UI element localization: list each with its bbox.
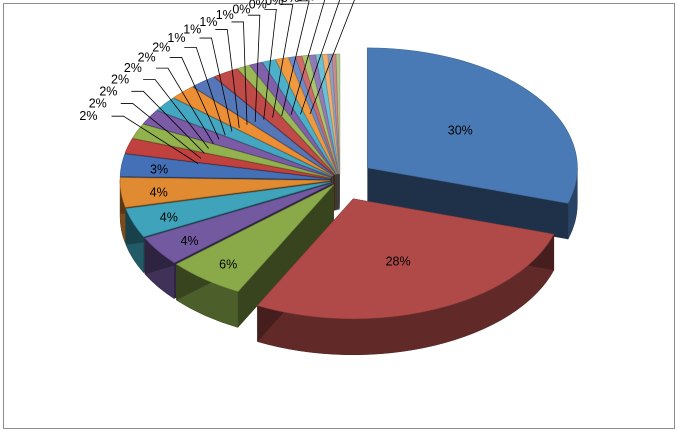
leader-line	[247, 14, 261, 122]
pie-slice-top	[192, 76, 334, 176]
pie-slice	[175, 184, 335, 328]
slice-data-label: 3%	[150, 163, 168, 177]
small-slice-label: 2%	[152, 40, 170, 54]
small-slice-label: 2%	[111, 73, 129, 87]
small-slice-label: 0%	[312, 0, 330, 3]
pie-slice-top	[213, 68, 336, 176]
pie-slice-top	[124, 138, 331, 179]
leader-line	[120, 103, 202, 159]
pie-slice-top	[132, 123, 331, 178]
leader-line	[169, 57, 220, 140]
pie-slice-top	[175, 184, 335, 292]
pie-slice-top	[119, 177, 331, 208]
small-slice-label: 1%	[199, 15, 217, 29]
slice-data-label: 6%	[219, 257, 237, 271]
pie-slice-top	[274, 57, 338, 175]
slice-data-label: 4%	[160, 211, 178, 225]
small-slice-label: 0%	[232, 2, 250, 16]
pie-slice-top	[236, 64, 336, 175]
slice-data-label: 28%	[386, 255, 411, 269]
small-slice-label: 1%	[216, 8, 234, 22]
pie-slice-top	[367, 47, 578, 204]
small-slice-label: 0%	[265, 0, 283, 8]
small-slice-label: 1%	[167, 31, 185, 45]
leader-line	[290, 0, 326, 116]
small-slice-label: 2%	[89, 97, 107, 111]
pie-labels: 30%28%6%4%4%4%3%2%2%2%2%2%2%2%1%1%1%1%0%…	[79, 0, 473, 271]
leader-line	[300, 0, 341, 115]
small-slice-label: 2%	[124, 61, 142, 75]
leader-line	[111, 115, 199, 164]
leader-line	[263, 9, 277, 120]
leader-line	[155, 67, 214, 145]
leader-line	[231, 21, 248, 125]
leader-line	[309, 0, 355, 115]
pie-slice-top	[261, 59, 338, 175]
pie-slice-top	[249, 61, 337, 175]
slice-data-label: 30%	[448, 124, 473, 138]
pie-slice	[256, 198, 555, 356]
small-slice-label: 2%	[99, 84, 117, 98]
small-slice-label: 2%	[138, 50, 156, 64]
pie-slice-top	[125, 181, 331, 238]
pie-slices	[119, 47, 578, 356]
leader-line	[272, 4, 294, 118]
pie-slice-face	[367, 167, 569, 240]
leader-line	[184, 46, 226, 136]
pie-slice-top	[156, 97, 333, 177]
pie-slice	[367, 47, 578, 240]
small-slice-label: 1%	[183, 23, 201, 37]
leader-line	[281, 0, 310, 117]
leader-line	[143, 79, 209, 149]
slice-data-label: 4%	[180, 234, 198, 248]
slice-data-label: 4%	[150, 185, 168, 199]
leader-line	[199, 37, 233, 132]
pie-slice-top	[288, 56, 339, 175]
leader-line	[131, 90, 205, 154]
small-slice-label: 0%	[297, 0, 315, 4]
leader-line	[215, 29, 240, 128]
small-slice-label: 2%	[79, 109, 97, 123]
pie-slice-top	[256, 198, 555, 320]
small-slice-label: 0%	[249, 0, 267, 12]
pie-slice-top	[294, 55, 339, 175]
small-slice-label: 0%	[281, 0, 299, 5]
pie-slice-top	[119, 153, 331, 180]
pie-slice-top	[144, 183, 332, 264]
